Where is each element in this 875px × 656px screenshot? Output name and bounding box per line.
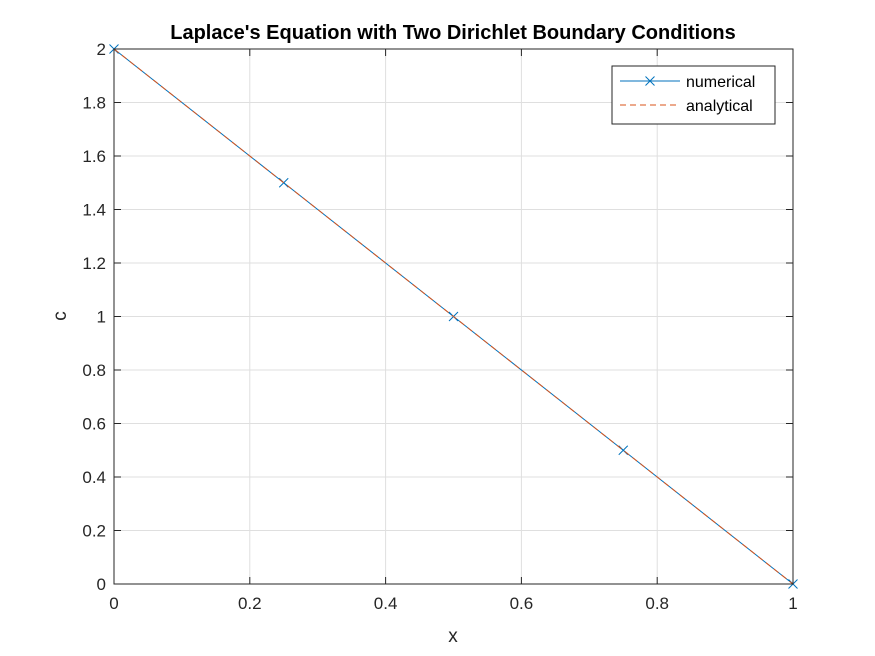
y-tick-label: 2: [97, 40, 106, 59]
chart-title: Laplace's Equation with Two Dirichlet Bo…: [170, 22, 736, 44]
y-tick-label: 1: [97, 308, 106, 327]
y-tick-label: 1.2: [82, 254, 106, 273]
y-tick-label: 0.4: [82, 468, 106, 487]
tick-labels: 0 0.2 0.4 0.6 0.8 1 0 0.2 0.4 0.6 0.8 1 1.2 1.4 1.6 1.8…: [82, 40, 797, 613]
tick-marks: [113, 48, 794, 585]
x-tick-label: 1: [788, 594, 797, 613]
y-tick-label: 0.8: [82, 361, 106, 380]
y-tick-label: 1.8: [82, 94, 106, 113]
series-line-analytical: [113, 48, 794, 585]
x-axis-label: x: [448, 626, 458, 647]
legend: numerical analytical: [611, 65, 776, 125]
y-tick-label: 1.6: [82, 147, 106, 166]
y-tick-label: 0.6: [82, 415, 106, 434]
y-axis-label: c: [50, 311, 71, 321]
x-tick-label: 0.8: [645, 594, 669, 613]
y-tick-label: 0: [97, 575, 106, 594]
y-tick-label: 0.2: [82, 522, 106, 541]
legend-marker-numerical: [645, 76, 655, 86]
y-tick-label: 1.4: [82, 201, 106, 220]
x-tick-label: 0: [109, 594, 118, 613]
grid-lines: [114, 49, 793, 584]
legend-label-analytical: analytical: [686, 98, 753, 115]
x-tick-label: 0.2: [238, 594, 262, 613]
x-tick-label: 0.6: [510, 594, 534, 613]
legend-label-numerical: numerical: [686, 74, 755, 91]
legend-box: [611, 65, 776, 125]
x-tick-label: 0.4: [374, 594, 398, 613]
